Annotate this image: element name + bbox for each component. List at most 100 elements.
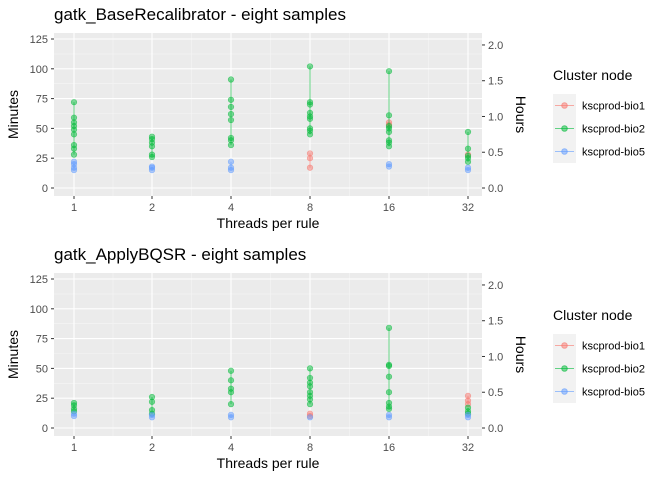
x-tick-label: 2: [149, 202, 155, 214]
data-point: [227, 96, 235, 103]
data-point: [464, 392, 472, 399]
data-point: [464, 145, 472, 152]
data-point: [385, 68, 393, 75]
legend: Cluster node kscprod-bio1 kscprod-bio2 kscp…: [553, 307, 645, 403]
data-point: [70, 158, 78, 165]
data-point: [385, 399, 393, 407]
data-point: [306, 109, 314, 117]
data-point: [227, 110, 235, 118]
data-point: [70, 399, 78, 407]
data-point: [385, 361, 393, 368]
x-tick-label: 32: [462, 202, 474, 214]
legend-label: kscprod-bio2: [582, 124, 645, 136]
data-point: [385, 122, 393, 130]
data-point: [385, 137, 393, 144]
y2-axis-title: Hours: [513, 96, 529, 133]
data-point: [148, 411, 156, 418]
x-tick-label: 32: [462, 442, 474, 454]
data-point: [148, 393, 156, 401]
y2-tick-label: 1.0: [488, 111, 503, 123]
y2-axis-title: Hours: [513, 336, 529, 373]
legend-label: kscprod-bio2: [582, 364, 645, 376]
x-tick-label: 2: [149, 442, 155, 454]
y-tick-label: 50: [36, 123, 48, 135]
x-tick-label: 1: [71, 202, 77, 214]
data-point: [385, 161, 393, 168]
y2-tick-label: 0.5: [488, 147, 503, 159]
y-tick-label: 0: [42, 423, 48, 435]
data-point: [70, 99, 78, 106]
data-point: [464, 152, 472, 159]
y2-tick-label: 2.0: [488, 40, 503, 52]
x-tick-label: 8: [307, 442, 313, 454]
series-kscprod-bio5: [70, 158, 472, 174]
plot-panel: [54, 273, 482, 436]
y-tick-label: 25: [36, 393, 48, 405]
y2-tick-label: 2.0: [488, 280, 503, 292]
legend: Cluster node kscprod-bio1 kscprod-bio2 kscp…: [553, 67, 645, 163]
data-point: [464, 128, 472, 136]
y-tick-label: 100: [30, 304, 48, 316]
data-point: [306, 63, 314, 70]
legend-label: kscprod-bio5: [582, 387, 645, 399]
legend-key-point: [561, 102, 568, 109]
data-point: [227, 134, 235, 142]
legend-label: kscprod-bio1: [582, 101, 645, 113]
legend-title: Cluster node: [553, 307, 633, 323]
chart-title: gatk_BaseRecalibrator - eight samples: [54, 5, 346, 24]
data-point: [306, 374, 314, 382]
data-point: [227, 103, 235, 111]
legend-key-point: [561, 342, 568, 349]
x-tick-label: 4: [228, 442, 234, 454]
x-tick-label: 4: [228, 202, 234, 214]
plot-panel: [54, 33, 482, 196]
x-tick-label: 1: [71, 442, 77, 454]
data-point: [227, 116, 235, 124]
legend-key-point: [561, 365, 568, 372]
y2-tick-label: 0.0: [488, 423, 503, 435]
data-point: [227, 401, 235, 408]
data-point: [70, 151, 78, 158]
legend-key-point: [561, 148, 568, 155]
y2-tick-label: 1.0: [488, 351, 503, 363]
data-point: [385, 389, 393, 396]
y2-tick-label: 0.5: [488, 387, 503, 399]
data-point: [306, 125, 314, 132]
data-point: [385, 112, 393, 119]
data-point: [464, 404, 472, 411]
data-point: [306, 164, 314, 171]
y-axis-title: Minutes: [5, 330, 21, 379]
y-tick-label: 0: [42, 183, 48, 195]
data-point: [227, 164, 235, 171]
x-tick-label: 16: [383, 202, 395, 214]
y-tick-label: 75: [36, 334, 48, 346]
data-point: [306, 414, 314, 421]
data-point: [306, 99, 314, 106]
legend-title: Cluster node: [553, 67, 633, 83]
x-axis-title: Threads per rule: [217, 455, 320, 471]
data-point: [70, 410, 78, 417]
y2-tick-label: 0.0: [488, 183, 503, 195]
data-point: [306, 389, 314, 396]
series-kscprod-bio5: [70, 410, 472, 421]
y-axis-title: Minutes: [5, 90, 21, 139]
data-point: [70, 141, 78, 149]
data-point: [148, 151, 156, 158]
data-point: [70, 114, 78, 121]
chart-title: gatk_ApplyBQSR - eight samples: [54, 245, 306, 264]
data-point: [385, 373, 393, 380]
x-tick-label: 8: [307, 202, 313, 214]
data-point: [227, 158, 235, 165]
y-tick-label: 100: [30, 64, 48, 76]
series-kscprod-bio2: [70, 63, 472, 165]
data-point: [227, 367, 235, 374]
y-tick-label: 125: [30, 274, 48, 286]
x-axis-title: Threads per rule: [217, 215, 320, 231]
legend-label: kscprod-bio1: [582, 341, 645, 353]
data-point: [148, 163, 156, 170]
chart-2: gatk_ApplyBQSR - eight samples 0 25 50 75 100…: [5, 245, 645, 471]
legend-key-point: [561, 388, 568, 395]
data-point: [464, 164, 472, 171]
data-point: [385, 324, 393, 331]
data-point: [227, 411, 235, 418]
